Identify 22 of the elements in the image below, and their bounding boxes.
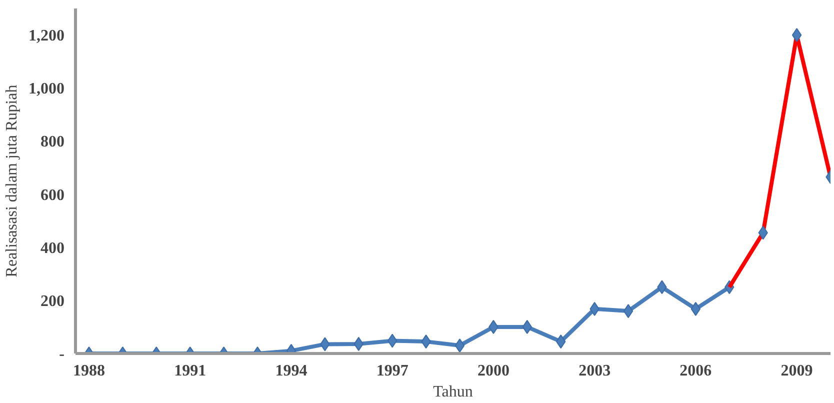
y-tick-label: 1,000 <box>28 80 64 98</box>
x-tick-label: 2000 <box>477 362 510 380</box>
y-tick-label: 1,200 <box>28 28 64 45</box>
y-axis-title: Realisasasi dalam juta Rupiah <box>4 84 20 278</box>
y-tick-label: 600 <box>40 186 64 204</box>
x-tick-label: 1997 <box>376 362 408 380</box>
y-tick-label: 200 <box>40 292 64 310</box>
point <box>792 28 802 42</box>
x-tick-label: 1988 <box>72 362 105 380</box>
y-tick-label: - <box>59 346 64 363</box>
x-tick-label: 2006 <box>680 362 712 380</box>
point <box>387 334 398 348</box>
x-tick-label: 1994 <box>275 362 308 380</box>
x-tick-label: 2003 <box>578 362 611 380</box>
y-tick-label: 800 <box>40 134 64 151</box>
point <box>690 302 701 316</box>
x-tick-label: 1991 <box>174 362 206 380</box>
y-tick-label: 400 <box>40 240 64 257</box>
point <box>623 304 634 318</box>
point <box>454 338 465 353</box>
x-axis-title: Tahun <box>433 384 473 400</box>
x-tick-label: 2009 <box>780 362 813 380</box>
